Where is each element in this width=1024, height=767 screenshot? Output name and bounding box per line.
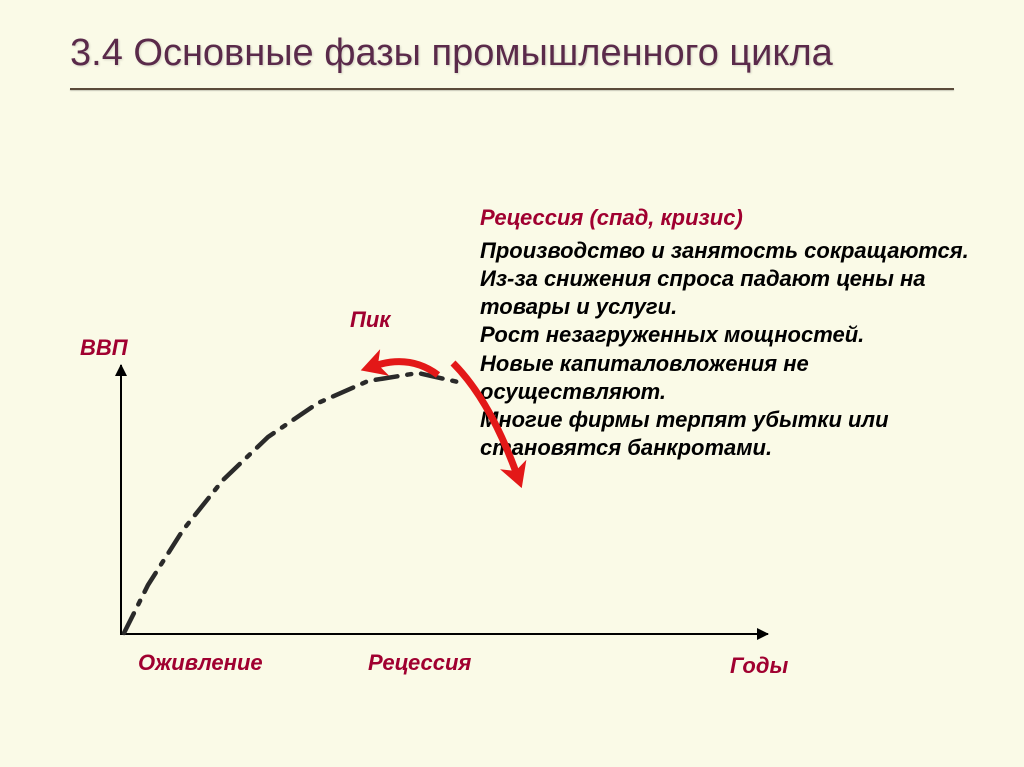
peak-label: Пик (350, 307, 390, 333)
y-axis-label: ВВП (80, 335, 128, 361)
description-title: Рецессия (спад, кризис) (480, 205, 980, 231)
title-block: 3.4 Основные фазы промышленного цикла (0, 0, 1024, 100)
red-arrows (350, 340, 550, 540)
x-axis-label: Годы (730, 653, 788, 679)
chart: ВВП Пик Оживление Рецессия Годы (120, 375, 820, 655)
x-tick-label-2: Рецессия (368, 650, 471, 676)
x-tick-label-1: Оживление (138, 650, 263, 676)
title-underline (70, 88, 954, 90)
slide-title: 3.4 Основные фазы промышленного цикла (70, 30, 954, 78)
